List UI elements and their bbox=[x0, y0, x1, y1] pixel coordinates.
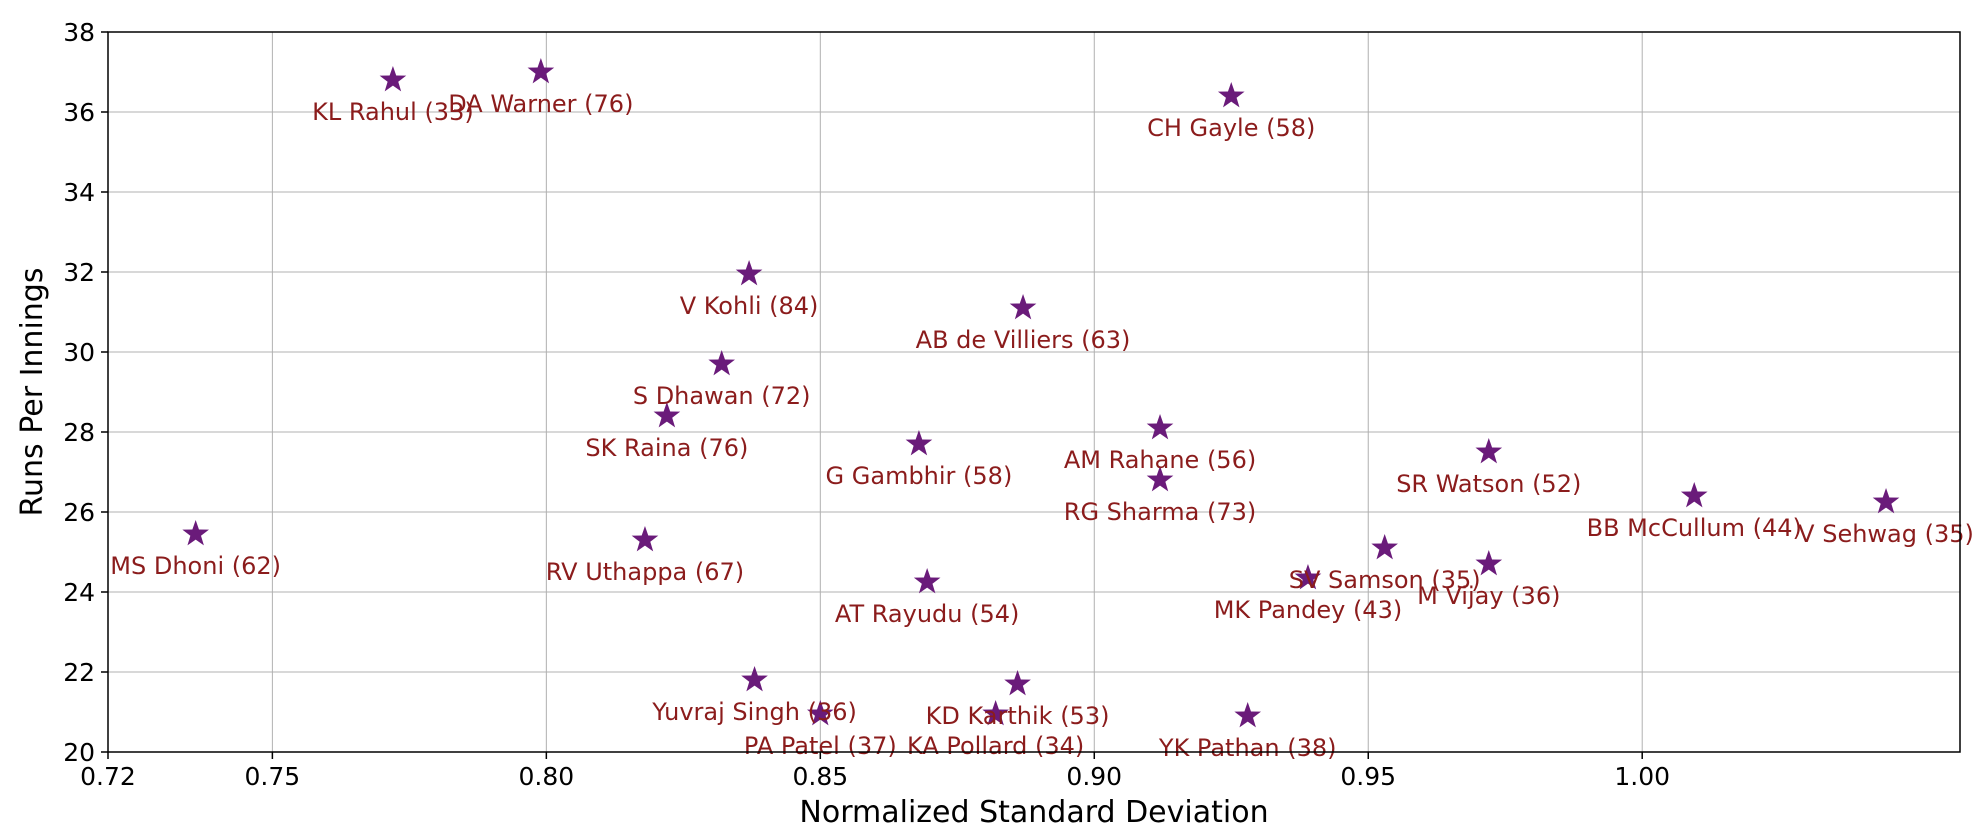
y-tick-label: 30 bbox=[63, 338, 95, 367]
star-marker bbox=[182, 520, 209, 546]
x-tick-label: 0.95 bbox=[1340, 762, 1396, 791]
y-tick-label: 28 bbox=[63, 418, 95, 447]
data-points bbox=[182, 58, 1900, 728]
star-marker bbox=[1009, 294, 1037, 320]
star-marker bbox=[1294, 564, 1322, 590]
point-label: SK Raina (76) bbox=[585, 434, 748, 462]
point-label: SV Samson (35) bbox=[1289, 566, 1481, 594]
point-label: KA Pollard (34) bbox=[907, 732, 1084, 760]
point-label: YK Pathan (38) bbox=[1158, 734, 1337, 762]
y-tick-label: 20 bbox=[63, 738, 95, 767]
point-label: AM Rahane (56) bbox=[1064, 446, 1256, 474]
y-tick-label: 32 bbox=[63, 258, 95, 287]
star-marker bbox=[379, 66, 407, 92]
point-label: G Gambhir (58) bbox=[826, 462, 1013, 490]
star-marker bbox=[1371, 534, 1398, 560]
star-marker bbox=[631, 526, 659, 552]
point-label: M Vijay (36) bbox=[1417, 582, 1560, 610]
y-axis-ticks: 20 22 24 26 28 30 32 34 36 38 bbox=[63, 18, 108, 767]
star-marker bbox=[1004, 670, 1031, 696]
star-marker bbox=[905, 430, 933, 456]
point-label: Yuvraj Singh (36) bbox=[651, 698, 857, 726]
x-axis-ticks: 0.72 0.75 0.80 0.85 0.90 0.95 1.00 bbox=[80, 752, 1670, 791]
x-tick-label: 1.00 bbox=[1614, 762, 1670, 791]
point-label: CH Gayle (58) bbox=[1147, 114, 1315, 142]
point-label: V Sehwag (35) bbox=[1798, 520, 1974, 548]
star-marker bbox=[708, 350, 735, 376]
star-marker bbox=[1217, 82, 1245, 108]
point-label: MS Dhoni (62) bbox=[110, 552, 281, 580]
x-axis-label: Normalized Standard Deviation bbox=[799, 795, 1268, 830]
star-marker bbox=[913, 568, 941, 594]
star-marker bbox=[806, 700, 834, 726]
point-label: S Dhawan (72) bbox=[633, 382, 811, 410]
star-marker bbox=[1680, 482, 1708, 508]
point-label: BB McCullum (44) bbox=[1587, 514, 1802, 542]
point-label: RV Uthappa (67) bbox=[546, 558, 744, 586]
star-marker bbox=[982, 700, 1009, 726]
point-labels: KL Rahul (33)DA Warner (76) CH Gayle (58)… bbox=[110, 90, 1974, 762]
point-label: KL Rahul (33) bbox=[312, 98, 474, 126]
point-label: DA Warner (76) bbox=[448, 90, 633, 118]
x-tick-label: 0.85 bbox=[792, 762, 848, 791]
point-label: SR Watson (52) bbox=[1396, 470, 1581, 498]
star-marker bbox=[653, 402, 681, 428]
star-marker bbox=[1872, 488, 1900, 514]
y-tick-label: 36 bbox=[63, 98, 95, 127]
x-tick-label: 0.90 bbox=[1066, 762, 1122, 791]
star-marker bbox=[1146, 414, 1174, 440]
x-tick-label: 0.80 bbox=[519, 762, 575, 791]
point-label: MK Pandey (43) bbox=[1214, 596, 1402, 624]
star-marker bbox=[741, 666, 768, 692]
point-label: AB de Villiers (63) bbox=[916, 326, 1131, 354]
star-marker bbox=[1475, 438, 1503, 464]
x-tick-label: 0.72 bbox=[80, 762, 136, 791]
star-marker bbox=[1146, 466, 1174, 492]
point-label: RG Sharma (73) bbox=[1064, 498, 1256, 526]
y-tick-label: 34 bbox=[63, 178, 95, 207]
star-marker bbox=[1234, 702, 1262, 728]
point-label: KD Karthik (53) bbox=[926, 702, 1110, 730]
plot-frame bbox=[107, 31, 1961, 753]
point-label: V Kohli (84) bbox=[680, 292, 819, 320]
y-tick-label: 38 bbox=[63, 18, 95, 47]
x-tick-label: 0.75 bbox=[245, 762, 301, 791]
star-marker bbox=[1475, 550, 1503, 576]
y-tick-label: 26 bbox=[63, 498, 95, 527]
y-tick-label: 24 bbox=[63, 578, 95, 607]
star-marker bbox=[527, 58, 555, 84]
point-label: AT Rayudu (54) bbox=[835, 600, 1019, 628]
y-axis-label: Runs Per Innings bbox=[15, 268, 50, 517]
star-marker bbox=[735, 260, 763, 286]
y-tick-label: 22 bbox=[63, 658, 95, 687]
